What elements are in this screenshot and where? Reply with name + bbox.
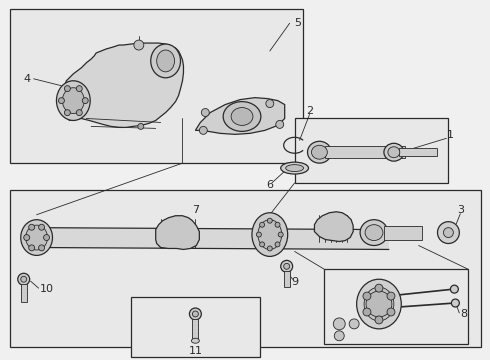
Circle shape: [256, 232, 261, 237]
Circle shape: [284, 264, 290, 269]
Circle shape: [18, 273, 30, 285]
Ellipse shape: [258, 220, 282, 249]
Text: 7: 7: [192, 205, 199, 215]
Text: 5: 5: [294, 18, 302, 28]
Circle shape: [29, 245, 35, 251]
Circle shape: [450, 285, 458, 293]
Circle shape: [21, 276, 26, 282]
Text: 8: 8: [460, 309, 467, 319]
Circle shape: [268, 218, 272, 223]
Circle shape: [451, 299, 459, 307]
Text: 4: 4: [23, 74, 30, 84]
Circle shape: [281, 260, 293, 272]
Text: 6: 6: [266, 180, 273, 190]
Ellipse shape: [364, 287, 394, 321]
Circle shape: [366, 291, 392, 317]
Circle shape: [438, 222, 459, 243]
Ellipse shape: [365, 225, 383, 240]
Ellipse shape: [62, 88, 84, 113]
Circle shape: [349, 319, 359, 329]
Text: 1: 1: [446, 130, 453, 140]
Circle shape: [333, 318, 345, 330]
Text: 2: 2: [306, 105, 313, 116]
Ellipse shape: [223, 102, 261, 131]
Circle shape: [334, 331, 344, 341]
Circle shape: [275, 222, 280, 227]
Text: 10: 10: [40, 284, 53, 294]
Circle shape: [387, 292, 395, 300]
Ellipse shape: [308, 141, 331, 163]
Bar: [10, 190, 481, 347]
Circle shape: [76, 86, 82, 91]
Ellipse shape: [25, 225, 48, 250]
Circle shape: [275, 242, 280, 247]
Bar: [284, 271, 290, 287]
Circle shape: [375, 316, 383, 324]
Circle shape: [44, 235, 49, 240]
Circle shape: [29, 224, 35, 230]
Polygon shape: [61, 43, 183, 127]
Circle shape: [278, 232, 283, 237]
Circle shape: [276, 121, 284, 129]
Circle shape: [363, 292, 371, 300]
Polygon shape: [156, 216, 199, 249]
Circle shape: [193, 311, 198, 317]
Circle shape: [82, 98, 88, 104]
Circle shape: [39, 245, 45, 251]
Polygon shape: [315, 212, 353, 242]
Ellipse shape: [360, 220, 388, 246]
Circle shape: [39, 224, 45, 230]
Ellipse shape: [281, 162, 309, 174]
Ellipse shape: [192, 338, 199, 343]
Bar: [324, 269, 468, 344]
Circle shape: [375, 284, 383, 292]
Circle shape: [363, 308, 371, 316]
Ellipse shape: [157, 50, 174, 72]
Bar: [325, 146, 405, 158]
Text: 11: 11: [188, 346, 202, 356]
Ellipse shape: [357, 279, 401, 329]
Bar: [384, 226, 421, 239]
Ellipse shape: [231, 108, 253, 125]
Bar: [10, 9, 302, 163]
Circle shape: [260, 242, 265, 247]
Circle shape: [266, 100, 274, 108]
Circle shape: [268, 246, 272, 251]
Bar: [131, 297, 260, 357]
Ellipse shape: [56, 81, 90, 121]
Circle shape: [64, 86, 71, 91]
Circle shape: [260, 222, 265, 227]
Ellipse shape: [151, 44, 180, 78]
Circle shape: [24, 235, 30, 240]
Bar: [193, 319, 198, 341]
Circle shape: [134, 40, 144, 50]
Ellipse shape: [384, 143, 404, 161]
Polygon shape: [196, 98, 285, 134]
Bar: [399, 148, 437, 156]
Ellipse shape: [286, 165, 303, 172]
Ellipse shape: [312, 145, 327, 159]
Circle shape: [201, 109, 209, 117]
Text: 3: 3: [457, 205, 464, 215]
Ellipse shape: [21, 220, 52, 255]
Circle shape: [199, 126, 207, 134]
Ellipse shape: [252, 213, 288, 256]
Circle shape: [190, 308, 201, 320]
Polygon shape: [32, 228, 389, 249]
Ellipse shape: [388, 147, 400, 158]
Circle shape: [58, 98, 64, 104]
Circle shape: [443, 228, 453, 238]
Bar: [21, 284, 26, 302]
Circle shape: [64, 110, 71, 116]
Circle shape: [76, 110, 82, 116]
Text: 9: 9: [291, 277, 298, 287]
Circle shape: [387, 308, 395, 316]
Bar: [294, 118, 448, 183]
Circle shape: [138, 123, 144, 129]
